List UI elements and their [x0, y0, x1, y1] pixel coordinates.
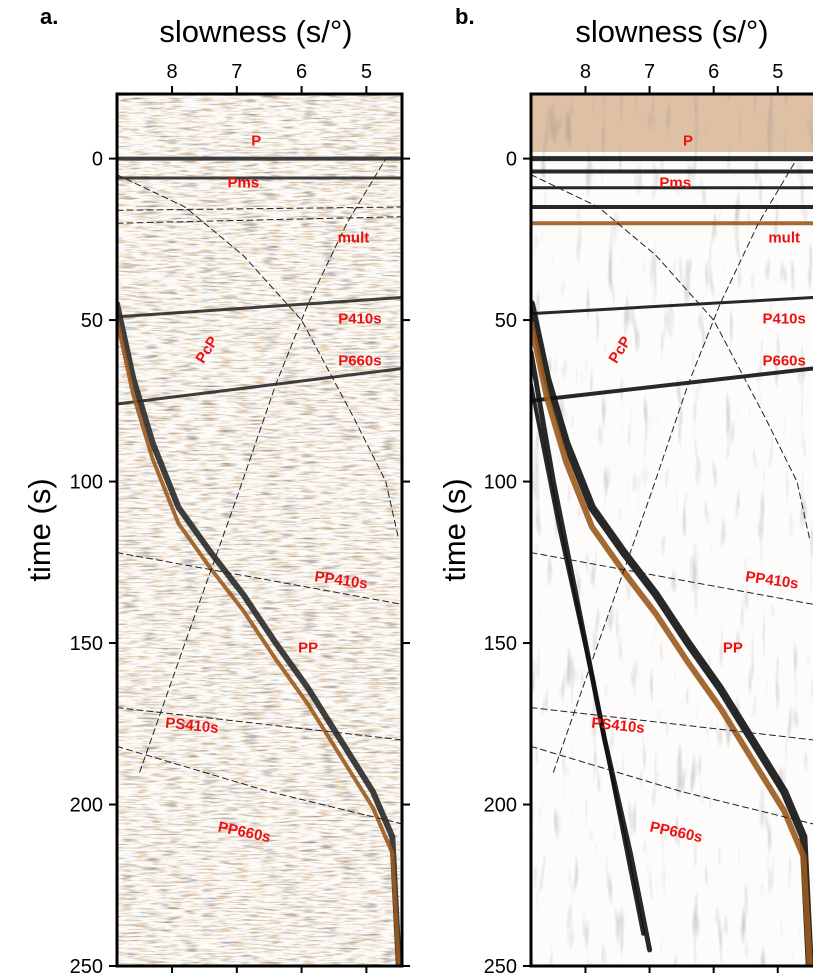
panel-b-letter: b. — [455, 4, 475, 29]
panel-b-plot: PPmsmultP410sP660sPcPPP410sPPPS410sPP660… — [484, 61, 813, 973]
panel-a-ylabel: time (s) — [22, 478, 57, 581]
panel-b-phase-label-3: P410s — [762, 310, 805, 327]
panel-b-phase-label-2: mult — [768, 230, 800, 247]
panel-a-phase-label-1: Pms — [227, 175, 259, 192]
panel-b-series-12 — [531, 174, 811, 541]
panel-b-ytick-label-0: 0 — [506, 149, 517, 171]
panel-b-xtick-label-0: 8 — [580, 61, 591, 83]
panel-a-phase-label-4: P660s — [338, 352, 381, 369]
panel-b-series-11 — [552, 158, 798, 773]
panel-b-noise — [531, 94, 813, 966]
panel-a-series-9 — [117, 216, 402, 224]
panel-a-letter: a. — [40, 4, 58, 29]
panel-b-ytick-label-2: 100 — [484, 472, 517, 494]
panel-b-series-6 — [531, 366, 813, 403]
panel-b-xlabel: slowness (s/°) — [575, 14, 768, 49]
panel-a-phase-label-7: PP — [298, 640, 318, 657]
panel-b-ylabel: time (s) — [437, 478, 472, 581]
panel-b-series-5 — [531, 296, 813, 316]
panel-b-xtick-label-1: 7 — [644, 61, 655, 83]
panel-a-series-7 — [117, 174, 400, 541]
panel-b-series-14 — [531, 707, 813, 741]
panel-b-ytick-label-5: 250 — [484, 956, 517, 973]
panel-a-frame — [115, 92, 404, 968]
panel-a-phase-label-2: mult — [338, 230, 370, 247]
panel-b-series-13 — [531, 552, 813, 605]
panel-a-series-10 — [117, 552, 402, 605]
panel-b-phase-label-4: P660s — [762, 352, 805, 369]
panel-a-series-8 — [117, 206, 402, 211]
panel-a-xtick-label-1: 7 — [231, 61, 242, 83]
panel-b-phase-label-7: PP — [723, 640, 743, 657]
panel-a-phase-label-0: P — [251, 133, 261, 150]
panel-b-phase-label-8: PS410s — [591, 715, 646, 737]
panel-a-noise-gray — [117, 94, 402, 966]
panel-a-ytick-label-5: 250 — [70, 956, 103, 973]
panel-b-phase-label-1: Pms — [659, 175, 691, 192]
panel-b-series-15 — [531, 745, 813, 825]
panel-b-frame — [529, 92, 813, 968]
panel-a-series-11 — [117, 707, 402, 741]
panel-a-phase-label-3: P410s — [338, 310, 381, 327]
panel-b-phase-label-0: P — [683, 133, 693, 150]
panel-a-series-3 — [117, 367, 402, 406]
panel-a-xlabel: slowness (s/°) — [159, 14, 352, 49]
panel-a-xtick-label-2: 6 — [296, 61, 307, 83]
panel-a-xtick-label-3: 5 — [361, 61, 372, 83]
panel-a-series-6 — [139, 158, 387, 773]
panel-b-ytick-label-1: 50 — [495, 310, 517, 332]
panel-a-ytick-label-1: 50 — [81, 310, 103, 332]
panel-b-ytick-label-4: 200 — [484, 795, 517, 817]
panel-a-series-2 — [117, 296, 402, 319]
panel-a-series-4 — [117, 300, 402, 966]
panel-b-xtick-label-2: 6 — [708, 61, 719, 83]
panel-a-xtick-label-0: 8 — [166, 61, 177, 83]
panel-a-series-5 — [117, 318, 401, 966]
panel-b-series-7 — [531, 299, 813, 966]
panel-b-ytick-label-3: 150 — [484, 633, 517, 655]
panel-a-ytick-label-3: 150 — [70, 633, 103, 655]
panel-a-ytick-label-2: 100 — [70, 472, 103, 494]
panel-a-ytick-label-4: 200 — [70, 795, 103, 817]
panel-b-series-8 — [531, 320, 813, 966]
panel-a-series-12 — [117, 745, 402, 825]
panel-a-ytick-label-0: 0 — [92, 149, 103, 171]
panel-a-phase-label-8: PS410s — [165, 715, 220, 737]
panel-a-plot: PPmsmultP410sP660sPcPPP410sPPPS410sPP660… — [70, 61, 410, 973]
panel-b-xtick-label-3: 5 — [772, 61, 783, 83]
panel-b-series-10 — [531, 382, 646, 936]
